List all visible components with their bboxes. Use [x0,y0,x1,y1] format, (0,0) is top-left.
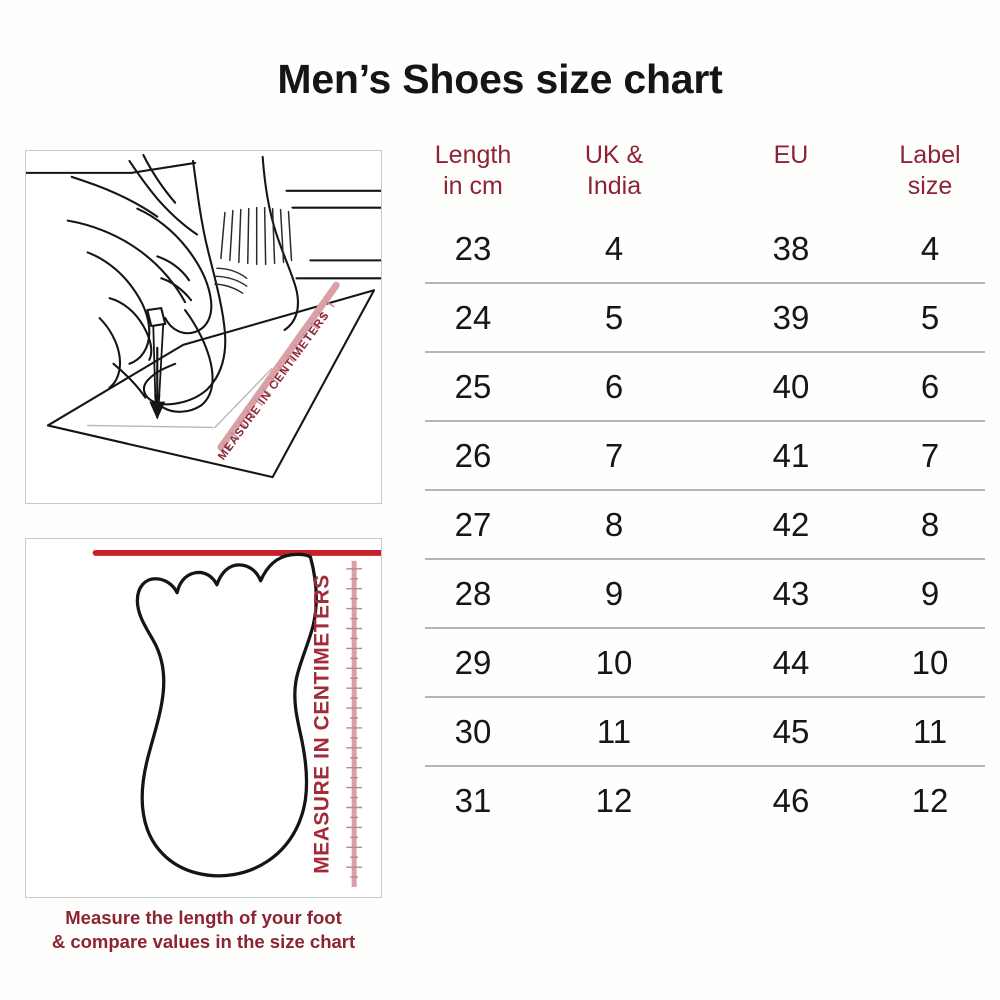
ruler-pink-diagonal: MEASURE IN CENTIMETERS [216,281,340,463]
column-header-label-size-line-1: Label [899,141,961,169]
cell-label-size: 12 [875,765,985,834]
svg-text:MEASURE IN CENTIMETERS: MEASURE IN CENTIMETERS [216,309,332,462]
cell-label-size: 10 [875,627,985,697]
cell-label-size: 8 [875,489,985,559]
cell-length-cm: 25 [425,351,521,421]
cell-eu: 46 [707,765,875,834]
cell-length-cm: 28 [425,558,521,628]
cell-eu: 42 [707,489,875,559]
column-header-label-size-line-2: size [907,171,953,200]
column-header-length: Length in cm [425,140,521,215]
cell-uk-india: 7 [521,420,707,490]
cell-eu: 38 [772,229,810,267]
cell-label-size: 4 [920,229,940,267]
cell-uk-india: 11 [521,696,707,766]
column-header-uk-india-line-2: India [586,171,642,200]
cell-eu: 39 [707,282,875,352]
cell-eu: 44 [707,627,875,697]
cell-uk-india: 5 [521,282,707,352]
cell-length-cm: 31 [425,765,521,834]
table-body: 23 4 38 4 24 5 39 5 25 6 40 6 26 7 41 7 27 8 42 8 28 9 43 9 29 10… [425,215,985,834]
cell-eu: 43 [707,558,875,628]
table-row: 31 12 46 12 [425,765,985,834]
cell-uk-india: 4 [604,229,624,267]
table-header-row: Length in cm UK & India EU Label size [425,140,985,215]
cell-uk-india: 12 [521,765,707,834]
caption-line-1: Measure the length of your foot [65,907,342,928]
cell-uk-india: 10 [521,627,707,697]
caption-line-2: & compare values in the size chart [51,931,356,953]
size-chart-table: Length in cm UK & India EU Label size 23… [425,140,985,834]
cell-length-cm: 27 [425,489,521,559]
cell-uk-india: 8 [521,489,707,559]
foot-outline-drawing: MEASURE IN CENTIMETERS [92,549,381,888]
cell-label-size: 6 [875,351,985,421]
cell-eu: 40 [707,351,875,421]
table-row: 29 10 44 10 [425,627,985,697]
column-header-length-line-1: Length [434,141,512,169]
illustration-foot-outline: MEASURE IN CENTIMETERS [25,538,382,898]
illustration-measure-paper: MEASURE IN CENTIMETERS [25,150,382,504]
cell-label-size: 7 [875,420,985,490]
column-header-eu: EU [707,140,875,215]
table-row: 28 9 43 9 [425,558,985,628]
column-header-uk-india-line-1: UK & [584,141,644,169]
cell-label-size: 9 [875,558,985,628]
foot-silhouette [135,552,318,878]
cell-length-cm: 23 [454,229,492,267]
table-row: 24 5 39 5 [425,282,985,352]
ruler-pink-vertical: MEASURE IN CENTIMETERS [310,560,363,888]
cell-eu: 41 [707,420,875,490]
table-row: 26 7 41 7 [425,420,985,490]
table-row: 25 6 40 6 [425,351,985,421]
table-row: 30 11 45 11 [425,696,985,766]
page-title: Men’s Shoes size chart [277,56,723,102]
illustration-caption: Measure the length of your foot & compar… [25,906,382,955]
cell-eu: 45 [707,696,875,766]
table-row: 23 4 38 4 [425,215,985,283]
measure-paper-drawing: MEASURE IN CENTIMETERS [26,153,381,479]
column-header-eu-line-1: EU [773,141,809,169]
column-header-length-line-2: in cm [443,171,503,200]
cell-length-cm: 26 [425,420,521,490]
cell-uk-india: 6 [521,351,707,421]
cell-length-cm: 29 [425,627,521,697]
svg-text:MEASURE IN CENTIMETERS: MEASURE IN CENTIMETERS [310,574,333,874]
table-row: 27 8 42 8 [425,489,985,559]
cell-uk-india: 9 [521,558,707,628]
column-header-uk-india: UK & India [521,140,707,215]
cell-length-cm: 24 [425,282,521,352]
cell-label-size: 11 [875,696,985,766]
cell-label-size: 5 [875,282,985,352]
table-header: Length in cm UK & India EU Label size [425,140,985,215]
column-header-label-size: Label size [875,140,985,215]
cell-length-cm: 30 [425,696,521,766]
